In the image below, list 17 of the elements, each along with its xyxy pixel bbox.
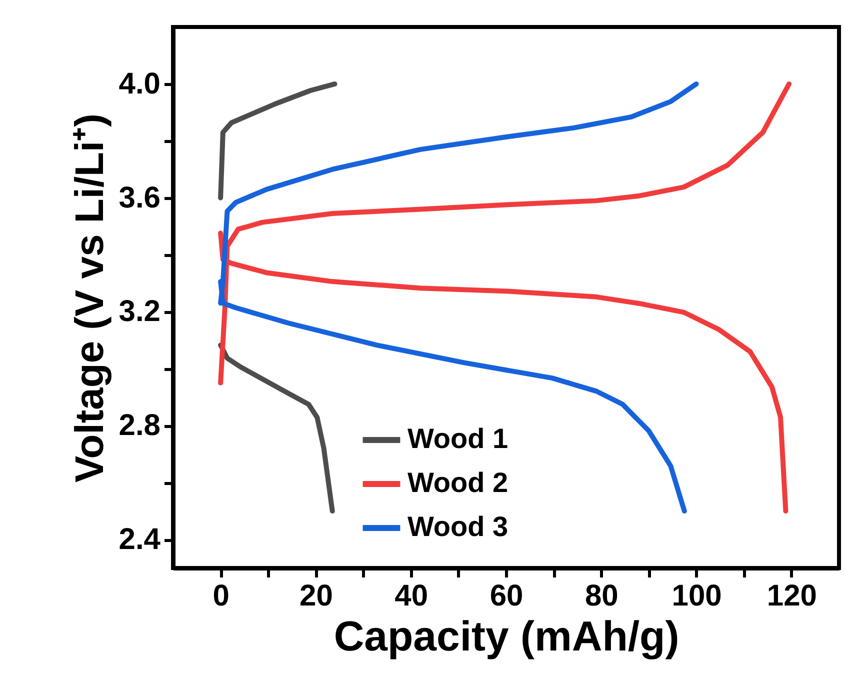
- x-tick-label: 40: [394, 580, 428, 612]
- x-tick-label: 80: [584, 580, 618, 612]
- y-tick-label: 3.2: [118, 295, 160, 328]
- x-tick-label: 0: [212, 580, 230, 612]
- y-tick-label: 3.6: [118, 181, 160, 214]
- x-tick-label: 20: [300, 580, 333, 612]
- x-tick-label: 100: [672, 580, 722, 612]
- x-tick-label: 60: [490, 580, 524, 612]
- y-tick-label: 2.8: [118, 409, 160, 442]
- y-axis-title: Voltage (V vs Li/Li⁺): [68, 114, 112, 482]
- legend-label: Wood 2: [407, 467, 508, 498]
- x-tick-label: 120: [766, 580, 817, 612]
- legend-label: Wood 3: [407, 511, 508, 542]
- legend-label: Wood 1: [407, 423, 508, 454]
- y-tick-label: 4.0: [118, 67, 160, 100]
- y-tick-label: 2.4: [118, 523, 161, 556]
- x-axis-title: Capacity (mAh/g): [334, 612, 680, 660]
